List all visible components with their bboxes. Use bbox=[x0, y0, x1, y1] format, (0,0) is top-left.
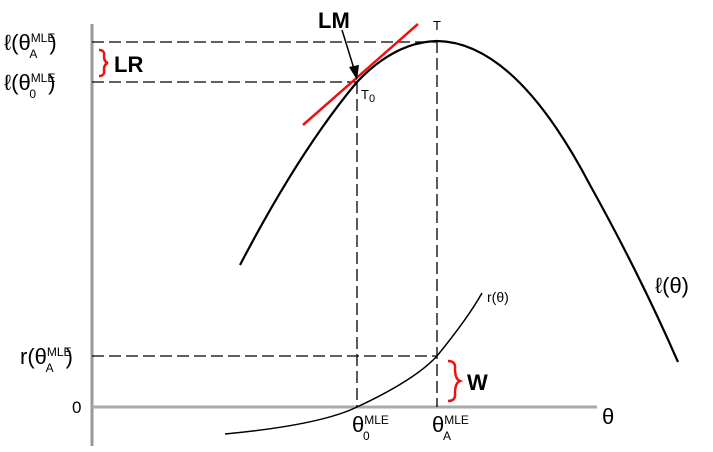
log-likelihood-curve bbox=[239, 39, 680, 363]
label-theta-0-mle: θMLE 0 bbox=[352, 412, 389, 443]
lm-tangent-line bbox=[302, 23, 419, 126]
label-lr: LR bbox=[114, 52, 143, 77]
label-r-curve: r(θ) bbox=[487, 289, 509, 305]
label-r-theta-a-mle: r(θMLE A) bbox=[20, 344, 73, 375]
label-l-theta-0-mle: ℓ(θMLE 0) bbox=[4, 70, 55, 101]
w-brace bbox=[447, 359, 464, 403]
label-theta-a-mle: θMLE A bbox=[432, 412, 469, 443]
label-l-theta-a-mle: ℓ(θMLE A) bbox=[4, 30, 57, 61]
label-zero: 0 bbox=[72, 398, 81, 417]
label-l-curve: ℓ(θ) bbox=[655, 273, 689, 298]
lm-arrow bbox=[341, 29, 356, 73]
label-t: T bbox=[433, 18, 441, 33]
restriction-curve bbox=[224, 292, 483, 435]
lr-brace bbox=[98, 48, 109, 78]
label-t0: T0 bbox=[361, 87, 375, 105]
label-lm: LM bbox=[318, 8, 350, 33]
lm-arrowhead-icon bbox=[349, 65, 359, 80]
label-theta-axis: θ bbox=[602, 404, 614, 429]
label-w: W bbox=[467, 370, 488, 395]
